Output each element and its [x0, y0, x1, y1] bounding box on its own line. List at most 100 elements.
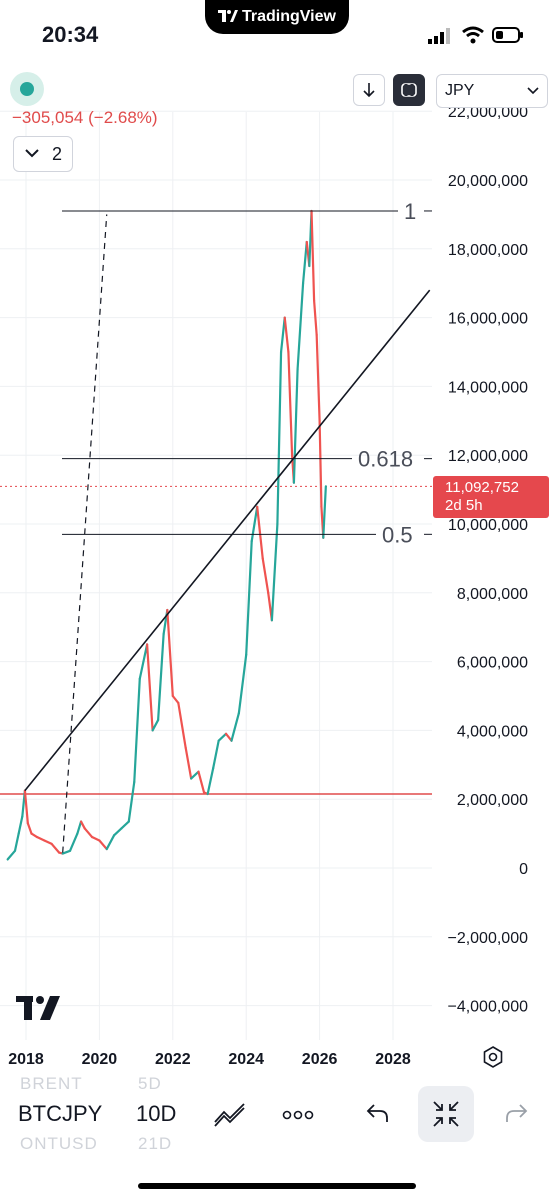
y-tick-label: 20,000,000 [448, 173, 528, 190]
price-segment [310, 209, 316, 302]
interval-selector[interactable]: 10D [136, 1101, 177, 1126]
price-segment [23, 789, 29, 825]
price-segment [312, 299, 318, 336]
price-segment [245, 540, 253, 656]
x-tick-label: 2024 [228, 1051, 264, 1068]
bottom-toolbar: BRENT 5D ONTUSD 21D [0, 1070, 554, 1160]
price-segment [17, 815, 24, 835]
price-segment [50, 842, 61, 854]
status-bar: 20:34 TradingView [0, 0, 554, 70]
price-segment [292, 368, 299, 484]
price-segment [68, 832, 79, 852]
fib-level-label: 0.618 [358, 447, 413, 472]
wifi-icon [461, 26, 485, 49]
x-tick-label: 2028 [375, 1051, 411, 1068]
y-tick-label: 22,000,000 [448, 104, 528, 121]
bar-countdown: 2d 5h [445, 497, 483, 514]
price-segment [112, 827, 123, 837]
drawing-tools-icon [214, 1103, 245, 1127]
price-segment [212, 739, 220, 770]
ghost-symbol-below: ONTUSD [20, 1134, 98, 1153]
price-segment [230, 712, 240, 742]
more-icon [282, 1110, 314, 1120]
tradingview-watermark-icon [16, 996, 60, 1025]
undo-button[interactable] [366, 1102, 390, 1129]
price-segment [256, 505, 264, 560]
y-tick-label: −2,000,000 [447, 930, 528, 947]
y-tick-label: 8,000,000 [457, 586, 528, 603]
gear-icon [483, 1046, 503, 1068]
price-segment [43, 839, 53, 846]
x-tick-label: 2022 [155, 1051, 191, 1068]
price-segment [250, 505, 259, 543]
y-tick-label: −4,000,000 [447, 999, 528, 1016]
app-pill: TradingView [205, 0, 349, 34]
price-segment [133, 677, 141, 784]
collapse-fullscreen-button[interactable] [418, 1086, 474, 1142]
status-time: 20:34 [42, 22, 99, 47]
download-button[interactable] [353, 74, 385, 106]
price-segment [261, 557, 270, 594]
price-segment [177, 701, 187, 749]
price-segment [279, 316, 286, 354]
cellular-signal-icon [428, 28, 454, 49]
y-tick-label: 14,000,000 [448, 379, 528, 396]
more-button[interactable] [282, 1108, 314, 1126]
home-indicator [138, 1183, 416, 1189]
ghost-symbol-above: BRENT [20, 1074, 83, 1093]
drawings[interactable]: 1 0.618 0.5 [24, 199, 432, 853]
y-tick-label: 4,000,000 [457, 723, 528, 740]
ghost-interval-below: 21D [138, 1134, 173, 1153]
indicators-toggle-button[interactable]: 2 [13, 136, 73, 172]
y-tick-label: 12,000,000 [448, 448, 528, 465]
y-axis[interactable]: 22,000,000 20,000,000 18,000,000 16,000,000… [447, 104, 528, 1015]
undo-icon [366, 1104, 388, 1122]
trend-line [24, 289, 431, 792]
price-series [6, 209, 327, 861]
last-price-tag: 11,092,752 2d 5h [433, 476, 549, 518]
price-segment [138, 643, 149, 680]
app-pill-label: TradingView [242, 8, 336, 25]
chart-grid [0, 110, 432, 1040]
y-tick-label: 2,000,000 [457, 792, 528, 809]
redo-button[interactable] [504, 1102, 528, 1129]
fib-level-label: 0.5 [382, 522, 413, 547]
x-tick-label: 2018 [8, 1051, 44, 1068]
price-segment [83, 827, 94, 839]
price-segment [151, 718, 160, 732]
fit-screen-icon [401, 83, 417, 97]
price-segment [184, 746, 193, 780]
price-segment [76, 820, 83, 835]
chart-settings-button[interactable] [482, 1046, 504, 1073]
collapse-icon [433, 1101, 459, 1127]
price-segment [98, 839, 108, 851]
price-segment [318, 419, 323, 508]
price-segment [301, 240, 308, 285]
price-segment [190, 770, 200, 780]
price-segment [237, 653, 248, 715]
ghost-interval-above: 5D [138, 1074, 162, 1093]
price-segment [146, 643, 154, 732]
symbol-selector[interactable]: BTCJPY [18, 1101, 103, 1126]
y-tick-label: 16,000,000 [448, 311, 528, 328]
market-status-dot[interactable] [10, 72, 44, 106]
last-price-value: 11,092,752 [445, 479, 519, 496]
drawing-tools-button[interactable] [212, 1098, 248, 1133]
currency-select[interactable]: JPY [436, 74, 548, 108]
price-segment [105, 834, 116, 851]
fib-level-label: 1 [404, 199, 416, 224]
tradingview-logo-icon [218, 9, 239, 25]
price-segment [127, 780, 136, 823]
price-segment [287, 350, 294, 457]
price-segment [322, 485, 327, 539]
y-tick-label: 18,000,000 [448, 242, 528, 259]
indicator-count: 2 [51, 143, 62, 164]
dashed-trend-line [62, 214, 108, 853]
price-segment [224, 732, 233, 742]
price-segment [120, 820, 130, 830]
x-axis[interactable]: 2018 2020 2022 2024 2026 2028 [8, 1051, 411, 1068]
auto-scale-button[interactable] [393, 74, 425, 106]
price-segment [283, 316, 290, 354]
price-segment [157, 632, 165, 722]
